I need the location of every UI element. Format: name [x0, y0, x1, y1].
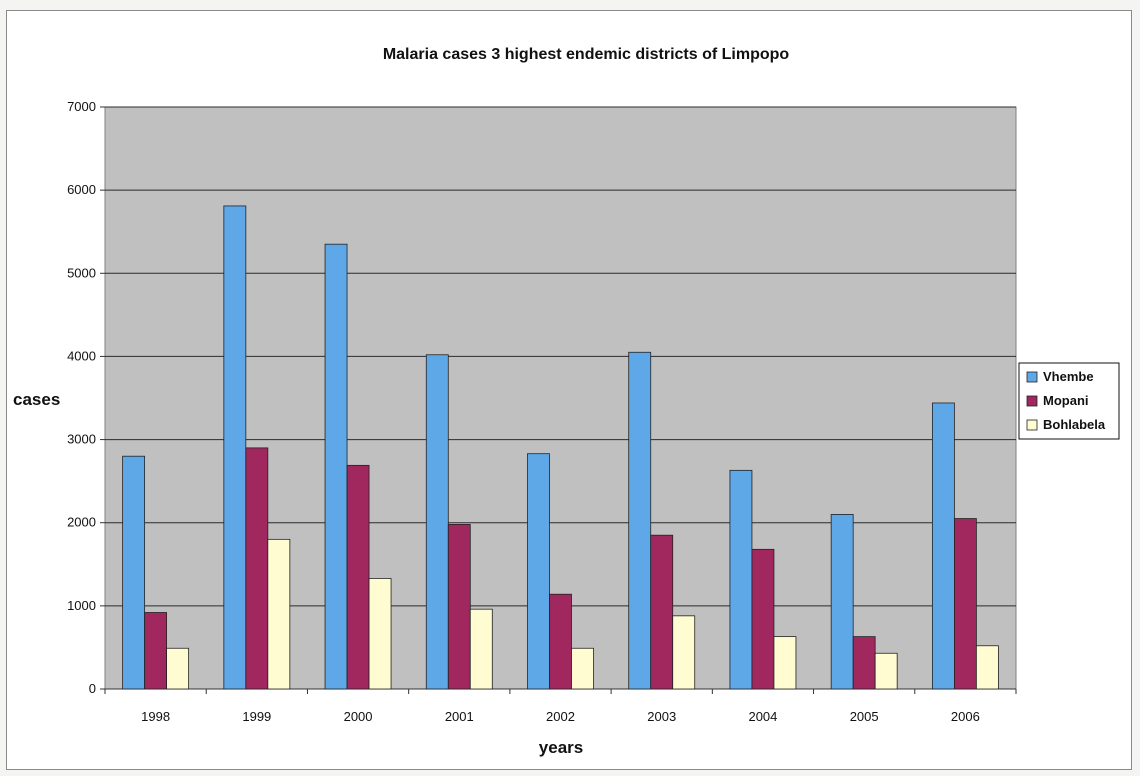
y-tick-label: 4000	[67, 348, 96, 363]
bar-bohlabela-1998	[167, 648, 189, 689]
chart-title: Malaria cases 3 highest endemic district…	[383, 46, 790, 63]
x-tick-label: 1998	[141, 709, 170, 724]
legend-swatch-bohlabela	[1027, 420, 1037, 430]
bar-vhembe-2006	[932, 403, 954, 689]
bar-mopani-2000	[347, 465, 369, 689]
chart-frame: Malaria cases 3 highest endemic district…	[6, 10, 1132, 770]
bar-bohlabela-2004	[774, 637, 796, 689]
legend-label-vhembe: Vhembe	[1043, 369, 1094, 384]
y-tick-label: 0	[89, 681, 96, 696]
x-tick-label: 2004	[748, 709, 777, 724]
x-axis-ticks: 1998 1999 2000 2001 2002 2003 2004 2005 2006	[105, 689, 1016, 724]
x-tick-label: 2001	[445, 709, 474, 724]
legend-swatch-mopani	[1027, 396, 1037, 406]
x-axis-title: years	[539, 738, 583, 757]
y-tick-label: 5000	[67, 265, 96, 280]
bar-mopani-2003	[651, 535, 673, 689]
legend: Vhembe Mopani Bohlabela	[1019, 363, 1119, 439]
bar-bohlabela-2002	[572, 648, 594, 689]
bar-bohlabela-2005	[875, 653, 897, 689]
x-tick-label: 2006	[951, 709, 980, 724]
x-tick-label: 2002	[546, 709, 575, 724]
y-tick-label: 6000	[67, 182, 96, 197]
bar-mopani-1999	[246, 448, 268, 689]
bar-vhembe-2000	[325, 244, 347, 689]
bar-vhembe-2004	[730, 470, 752, 689]
bar-bohlabela-1999	[268, 539, 290, 689]
x-tick-label: 2003	[647, 709, 676, 724]
bar-vhembe-2003	[629, 352, 651, 689]
bar-mopani-2004	[752, 549, 774, 689]
y-axis-title: cases	[13, 390, 60, 409]
y-tick-label: 7000	[67, 99, 96, 114]
bar-bohlabela-2003	[673, 616, 695, 689]
bar-vhembe-2002	[528, 454, 550, 689]
bar-bohlabela-2001	[470, 609, 492, 689]
y-axis-ticks: 0 1000 2000 3000 4000 5000 6000 7000	[67, 99, 105, 696]
bar-vhembe-2001	[426, 355, 448, 689]
chart-svg: Malaria cases 3 highest endemic district…	[7, 11, 1133, 771]
x-tick-label: 2000	[344, 709, 373, 724]
y-tick-label: 1000	[67, 598, 96, 613]
bar-bohlabela-2000	[369, 578, 391, 689]
bar-mopani-2005	[853, 637, 875, 689]
bar-mopani-2001	[448, 524, 470, 689]
y-tick-label: 2000	[67, 515, 96, 530]
y-tick-label: 3000	[67, 432, 96, 447]
bar-mopani-2002	[550, 594, 572, 689]
bar-vhembe-1998	[123, 456, 145, 689]
legend-swatch-vhembe	[1027, 372, 1037, 382]
bar-bohlabela-2006	[976, 646, 998, 689]
x-tick-label: 2005	[850, 709, 879, 724]
x-tick-label: 1999	[242, 709, 271, 724]
bar-mopani-2006	[954, 519, 976, 689]
bar-mopani-1998	[145, 613, 167, 689]
bar-vhembe-1999	[224, 206, 246, 689]
legend-label-bohlabela: Bohlabela	[1043, 417, 1106, 432]
bar-vhembe-2005	[831, 514, 853, 689]
legend-label-mopani: Mopani	[1043, 393, 1089, 408]
